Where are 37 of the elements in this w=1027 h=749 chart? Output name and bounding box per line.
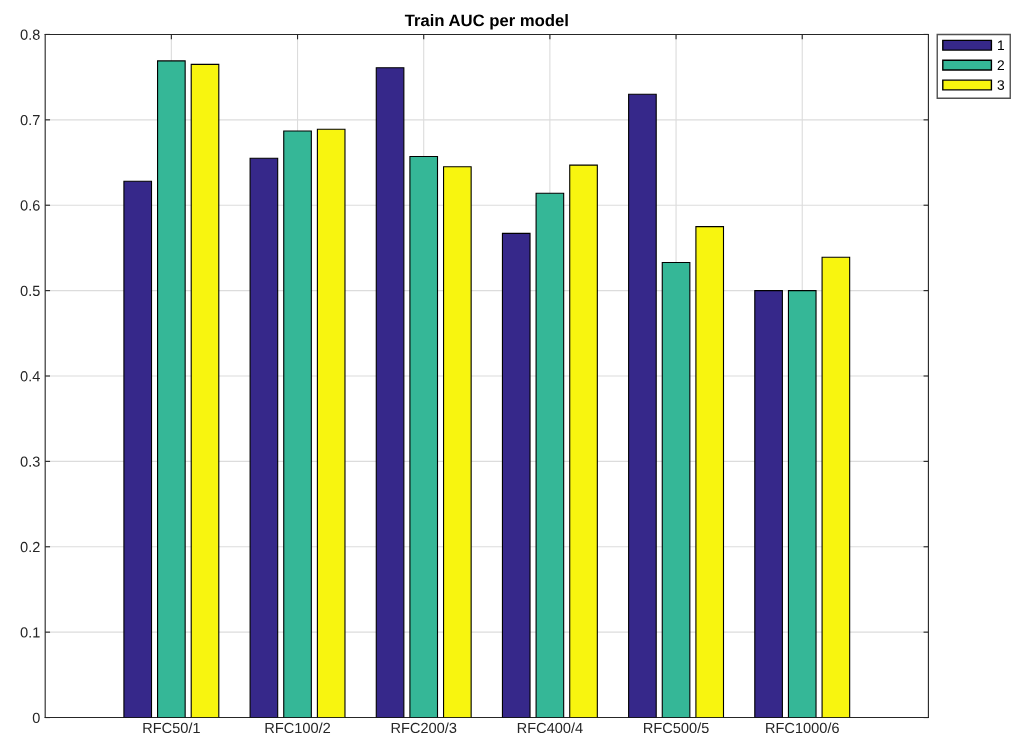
bar (443, 166, 472, 718)
legend-label: 3 (997, 80, 1005, 90)
x-tick-label: RFC50/1 (143, 722, 200, 734)
y-tick-label: 0.7 (20, 114, 40, 126)
bar (409, 156, 439, 718)
bar (787, 290, 817, 718)
legend-label: 2 (997, 60, 1004, 70)
y-tick-label: 0.5 (20, 285, 40, 297)
y-tick-label: 0.6 (20, 200, 40, 211)
y-tick-label: 0.3 (20, 456, 40, 467)
bar (569, 164, 598, 718)
bar (821, 256, 851, 718)
y-tick-label: 0.8 (20, 29, 40, 40)
chart-title: Train AUC per model (404, 14, 568, 30)
x-tick-label: RFC200/3 (391, 722, 457, 734)
bar (123, 180, 153, 718)
x-tick-label: RFC500/5 (644, 722, 709, 734)
bar (628, 93, 657, 718)
bar (695, 226, 725, 718)
x-tick-label: RFC1000/6 (766, 722, 839, 734)
y-tick-label: 0.1 (20, 627, 40, 638)
x-tick-label: RFC400/4 (517, 722, 583, 734)
legend-label: 1 (998, 40, 1005, 51)
x-tick-label: RFC100/2 (265, 722, 331, 734)
y-tick-label: 0.4 (20, 371, 40, 382)
bar (316, 128, 346, 718)
y-tick-label: 0.2 (20, 541, 40, 553)
y-tick-label: 0 (32, 712, 40, 723)
bar (661, 261, 691, 718)
bar (249, 157, 279, 718)
bar (190, 63, 220, 718)
bar (754, 290, 783, 718)
bar (375, 67, 405, 718)
bar (535, 192, 565, 718)
bar (501, 232, 531, 718)
bar (283, 130, 312, 718)
bar (157, 60, 186, 718)
